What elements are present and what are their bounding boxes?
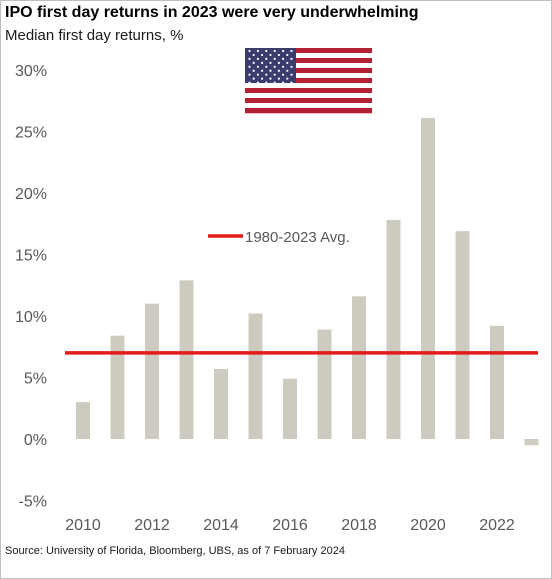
bar-2021 bbox=[455, 231, 470, 439]
y-axis-ticks: -5% 0% 5% 10% 15% 20% 25% 30% bbox=[15, 63, 47, 511]
y-tick-label: 20% bbox=[15, 186, 47, 203]
y-tick-label: 10% bbox=[15, 309, 47, 326]
y-tick-label: 15% bbox=[15, 248, 47, 265]
bar-2011 bbox=[110, 335, 125, 439]
x-tick-label: 2020 bbox=[410, 517, 446, 534]
x-tick-label: 2018 bbox=[341, 517, 377, 534]
x-tick-label: 2012 bbox=[134, 517, 170, 534]
chart-subtitle: Median first day returns, % bbox=[5, 27, 184, 44]
bar-2013 bbox=[179, 280, 194, 439]
y-tick-label: 30% bbox=[15, 63, 47, 80]
bar-2016 bbox=[283, 378, 297, 439]
legend-label: 1980-2023 Avg. bbox=[245, 229, 350, 246]
y-tick-label: 0% bbox=[24, 432, 47, 449]
chart-title: IPO first day returns in 2023 were very … bbox=[5, 4, 419, 21]
x-tick-label: 2022 bbox=[479, 517, 515, 534]
us-flag-icon bbox=[245, 48, 372, 114]
x-axis-ticks: 2010 2012 2014 2016 2018 2020 2022 bbox=[65, 517, 515, 534]
x-tick-label: 2010 bbox=[65, 517, 101, 534]
bar-2010 bbox=[76, 402, 90, 439]
bar-2015 bbox=[248, 313, 263, 439]
bar-2022 bbox=[490, 325, 504, 439]
bar-2023 bbox=[524, 439, 539, 446]
x-tick-label: 2016 bbox=[272, 517, 308, 534]
bar-2020 bbox=[421, 117, 435, 439]
bar-2018 bbox=[352, 296, 366, 439]
bars bbox=[76, 117, 539, 446]
bar-2019 bbox=[386, 220, 401, 439]
bar-2017 bbox=[317, 329, 332, 439]
y-tick-label: -5% bbox=[19, 494, 47, 511]
y-tick-label: 25% bbox=[15, 125, 47, 142]
x-tick-label: 2014 bbox=[203, 517, 239, 534]
source-note: Source: University of Florida, Bloomberg… bbox=[5, 545, 345, 557]
bar-2014 bbox=[214, 368, 228, 439]
bar-2012 bbox=[145, 303, 159, 439]
y-tick-label: 5% bbox=[24, 371, 47, 388]
